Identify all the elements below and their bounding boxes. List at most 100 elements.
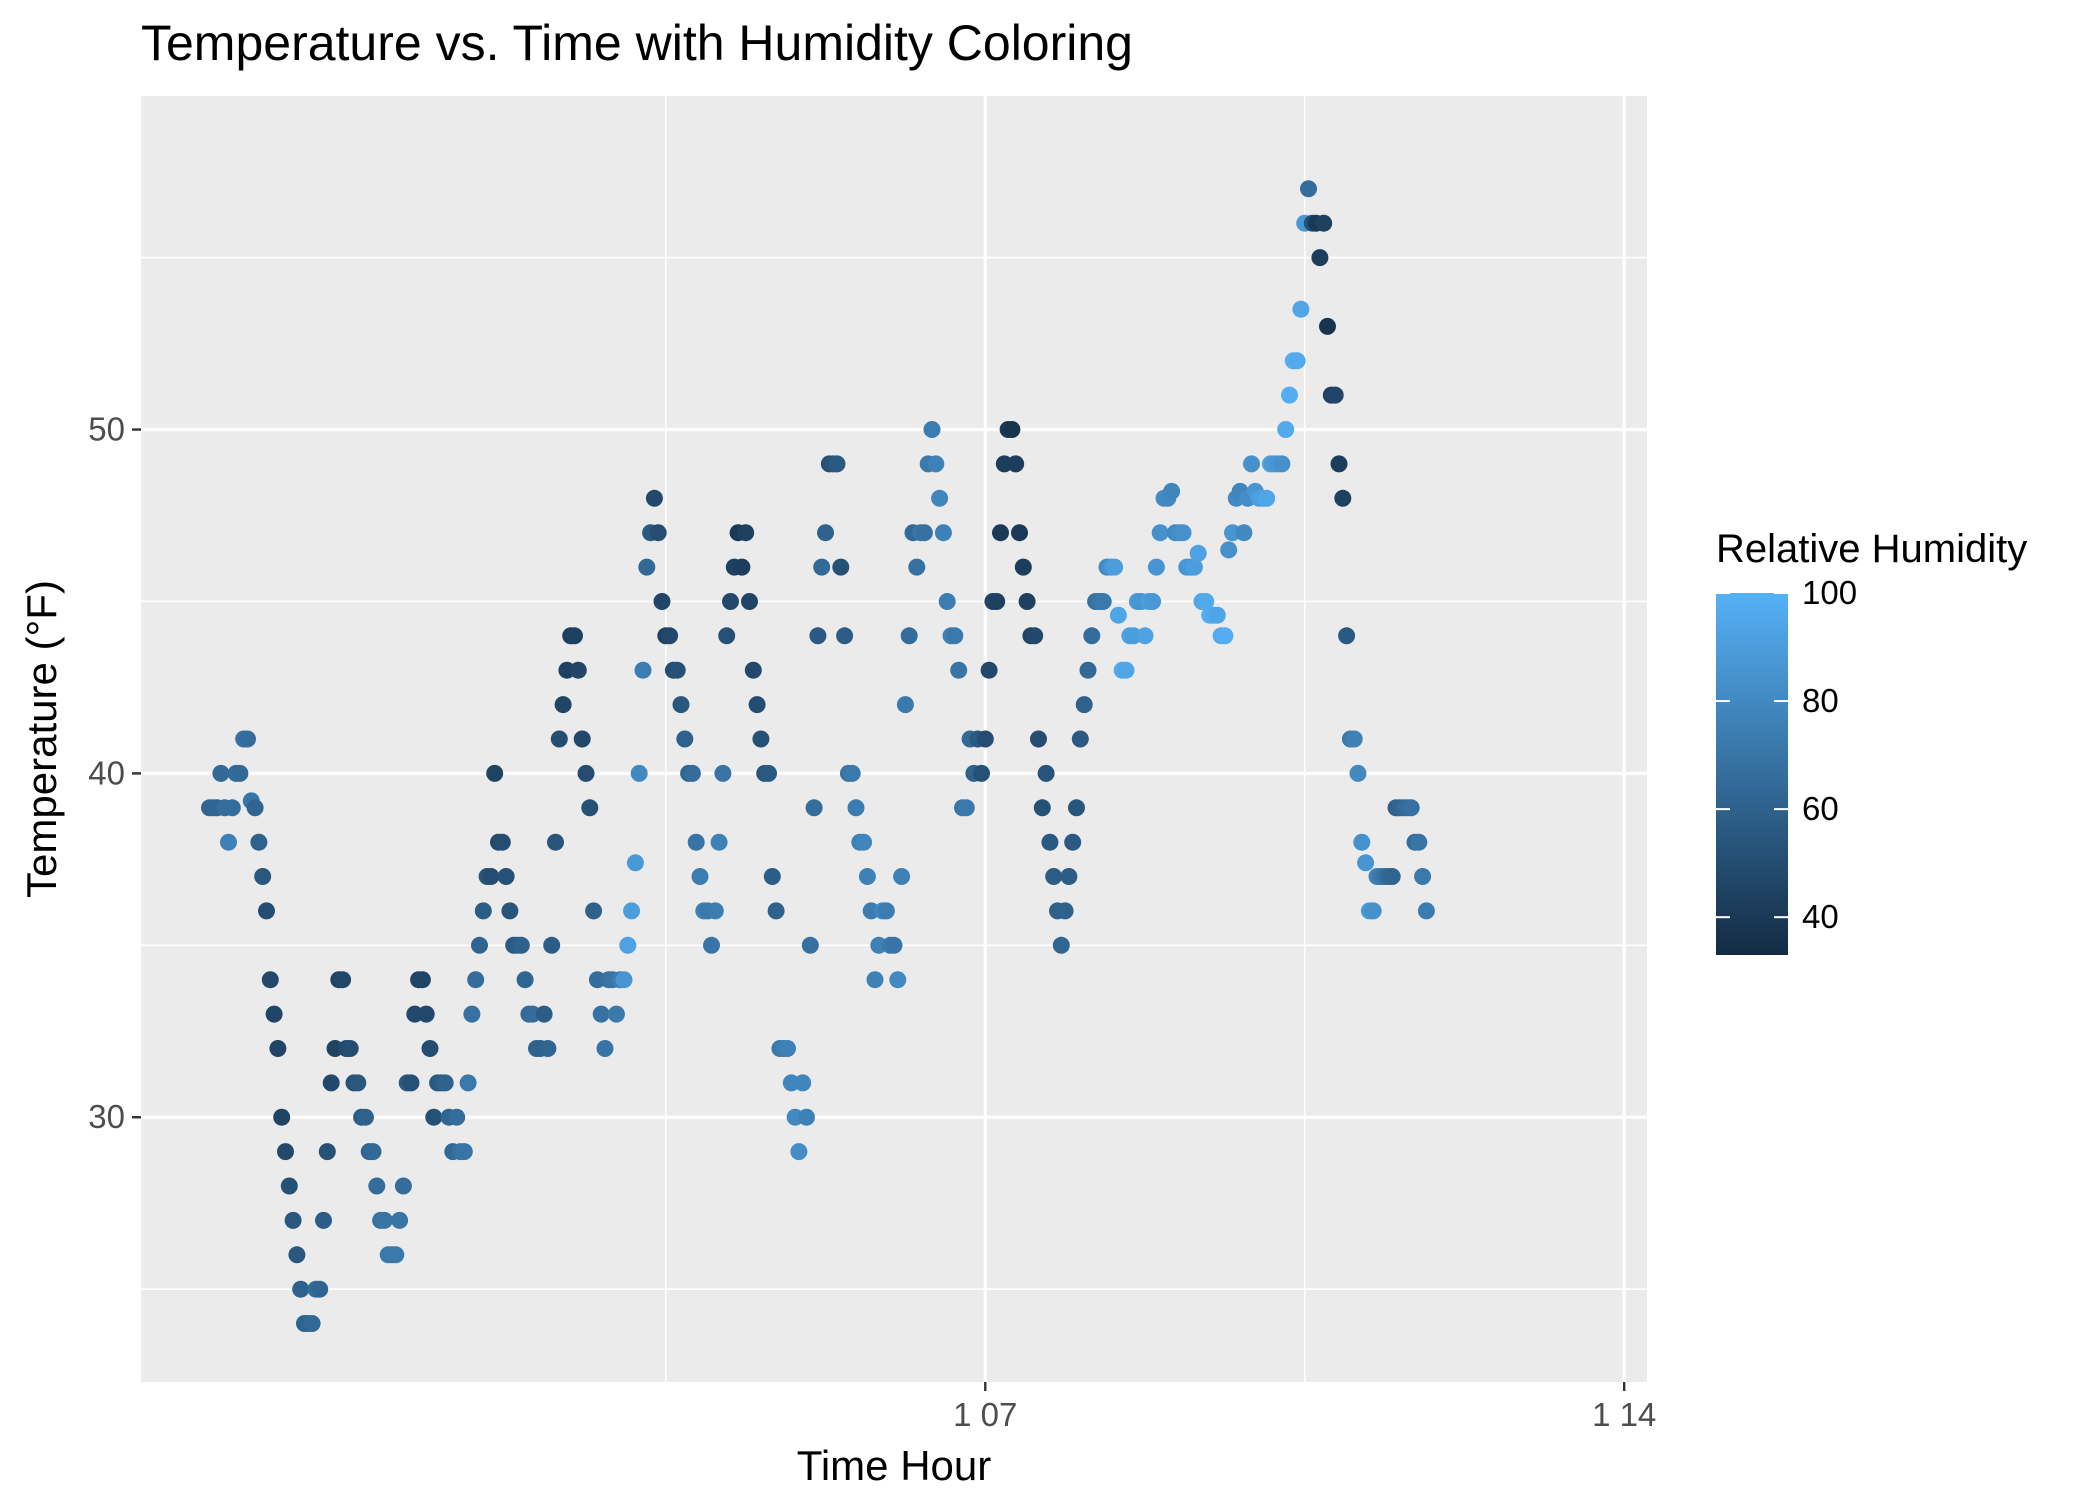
data-point: [1174, 524, 1192, 542]
data-point: [927, 455, 945, 473]
data-point: [1052, 936, 1070, 954]
data-point: [934, 524, 952, 542]
data-point: [1117, 661, 1135, 679]
data-point: [220, 833, 237, 851]
data-point: [421, 1040, 439, 1057]
data-point: [885, 936, 903, 954]
data-point: [1094, 593, 1112, 610]
data-point: [703, 936, 720, 954]
data-point: [1410, 833, 1428, 851]
data-point: [706, 902, 724, 920]
data-point: [607, 1005, 625, 1023]
data-point: [794, 1074, 812, 1092]
data-point: [1311, 249, 1329, 267]
data-point: [516, 971, 534, 989]
data-point: [801, 936, 819, 954]
data-point: [672, 696, 690, 714]
data-point: [341, 1040, 359, 1057]
data-point: [1136, 627, 1154, 645]
data-point: [1163, 482, 1181, 500]
data-point: [1273, 455, 1291, 473]
data-point: [246, 799, 264, 817]
data-point: [212, 764, 230, 782]
data-point: [1026, 627, 1044, 645]
data-point: [1414, 868, 1432, 885]
data-point: [250, 833, 268, 851]
data-point: [1185, 558, 1203, 576]
data-point: [585, 902, 603, 920]
data-point: [1345, 730, 1363, 748]
data-point: [280, 1177, 298, 1195]
data-point: [741, 593, 758, 610]
chart-title: Temperature vs. Time with Humidity Color…: [141, 15, 1133, 71]
data-point: [486, 764, 504, 782]
data-point: [1007, 455, 1025, 473]
data-point: [223, 799, 241, 817]
data-point: [375, 1211, 393, 1229]
data-point: [394, 1177, 412, 1195]
data-point: [254, 868, 272, 885]
data-points: [201, 180, 1435, 1332]
legend-ticks: 40 60 80 100: [1716, 574, 1857, 935]
x-tick-label: 1 14: [1592, 1396, 1656, 1433]
data-point: [836, 627, 854, 645]
data-point: [1147, 558, 1165, 576]
data-point: [581, 799, 599, 817]
data-point: [767, 902, 785, 920]
data-point: [615, 971, 633, 989]
data-point: [710, 833, 728, 851]
data-point: [1014, 558, 1032, 576]
data-point: [676, 730, 694, 748]
data-point: [889, 971, 907, 989]
data-point: [973, 764, 990, 782]
data-point: [318, 1143, 336, 1161]
data-point: [649, 524, 667, 542]
data-point: [364, 1143, 382, 1161]
legend-tick-label: 40: [1802, 898, 1839, 935]
data-point: [957, 799, 975, 817]
x-axis-title: Time Hour: [797, 1442, 991, 1489]
data-point: [877, 902, 895, 920]
data-point: [231, 764, 249, 782]
data-point: [1018, 593, 1036, 610]
data-point: [988, 593, 1006, 610]
data-point: [1197, 593, 1215, 610]
data-point: [847, 799, 865, 817]
data-point: [288, 1246, 306, 1264]
data-point: [273, 1108, 291, 1126]
data-point: [809, 627, 827, 645]
data-point: [638, 558, 656, 576]
data-point: [760, 764, 777, 782]
data-point: [402, 1074, 420, 1092]
y-tick-label: 40: [88, 754, 125, 791]
x-tick-label: 1 07: [953, 1396, 1017, 1433]
data-point: [368, 1177, 386, 1195]
legend-tick-label: 80: [1802, 682, 1839, 719]
data-point: [474, 902, 492, 920]
x-axis: 1 07 1 14: [953, 1382, 1656, 1433]
data-point: [908, 558, 926, 576]
data-point: [1330, 455, 1348, 473]
data-point: [334, 971, 352, 989]
data-point: [265, 1005, 283, 1023]
data-point: [1300, 180, 1317, 198]
data-point: [630, 764, 648, 782]
data-point: [915, 524, 933, 542]
data-point: [463, 1005, 481, 1023]
data-point: [493, 833, 511, 851]
data-point: [535, 1005, 553, 1023]
data-point: [976, 730, 994, 748]
data-point: [1349, 764, 1367, 782]
data-point: [946, 627, 964, 645]
data-point: [1216, 627, 1234, 645]
data-point: [626, 854, 644, 872]
data-point: [596, 1040, 614, 1057]
data-point: [893, 868, 911, 885]
data-point: [292, 1280, 310, 1298]
data-point: [687, 833, 705, 851]
data-point: [1281, 386, 1298, 404]
data-point: [322, 1074, 340, 1092]
data-point: [277, 1143, 294, 1161]
data-point: [1068, 799, 1085, 817]
data-point: [779, 1040, 796, 1057]
